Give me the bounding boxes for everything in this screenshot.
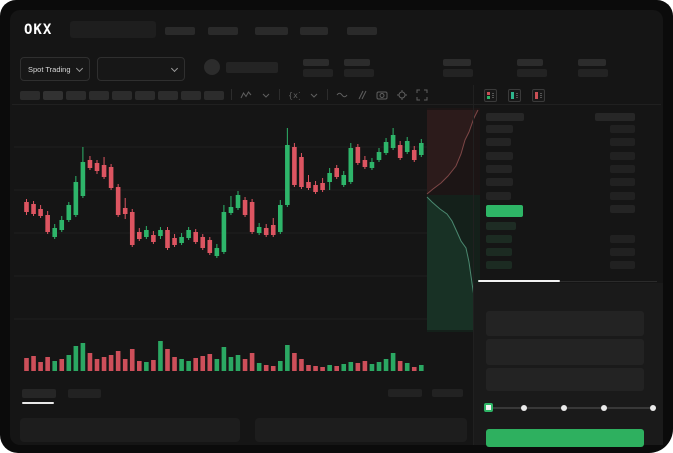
nav-item-placeholder[interactable] <box>347 27 377 35</box>
chart-bottom-tab-active[interactable] <box>22 389 56 398</box>
panel-divider <box>473 85 474 445</box>
timeframe-button[interactable] <box>112 91 132 100</box>
slider-stop[interactable] <box>521 405 527 411</box>
order-book-cell <box>486 113 524 121</box>
line-style-icon[interactable] <box>239 88 252 101</box>
nav-item-placeholder[interactable] <box>165 27 195 35</box>
order-book-cell <box>486 248 512 256</box>
order-book-cell <box>486 152 513 160</box>
order-book-cell <box>610 248 635 256</box>
order-book-cell <box>610 192 635 200</box>
order-book-cell <box>486 192 511 200</box>
bottom-input-panel[interactable] <box>20 418 240 442</box>
book-asks-icon[interactable] <box>532 89 545 102</box>
order-book-cell <box>595 113 635 121</box>
search-input[interactable] <box>70 21 156 38</box>
nav-item-placeholder[interactable] <box>300 27 328 35</box>
chevron-down-icon <box>170 64 179 72</box>
chart-bottom-tab[interactable] <box>68 389 101 398</box>
chevron-down-icon[interactable] <box>307 88 320 101</box>
chart-bottom-action[interactable] <box>432 389 463 397</box>
order-book-cell <box>486 235 512 243</box>
slider-stop[interactable] <box>601 405 607 411</box>
timeframe-button[interactable] <box>181 91 201 100</box>
book-combined-icon[interactable] <box>484 89 497 102</box>
snapshot-camera-icon[interactable] <box>375 88 388 101</box>
slider-stop[interactable] <box>561 405 567 411</box>
tab-track <box>560 281 657 282</box>
order-book-cell <box>486 138 511 146</box>
toolbar-divider <box>12 104 661 105</box>
active-tab-underline <box>22 402 54 404</box>
order-book-cell <box>486 222 516 230</box>
order-book-cell <box>610 165 635 173</box>
order-book-cell <box>486 261 512 269</box>
timeframe-button[interactable] <box>204 91 224 100</box>
order-book-cell <box>486 205 523 217</box>
chevron-down-icon[interactable] <box>259 88 272 101</box>
buy-tab-underline <box>478 280 560 282</box>
amount-slider[interactable] <box>486 407 656 409</box>
fullscreen-icon[interactable] <box>415 88 428 101</box>
order-book-cell <box>610 261 635 269</box>
order-book-cell <box>486 125 513 133</box>
coin-avatar <box>204 59 220 75</box>
order-book-cell <box>610 205 635 213</box>
total-field[interactable] <box>486 368 644 391</box>
order-book-cell <box>610 178 635 186</box>
bottom-input-panel[interactable] <box>255 418 467 442</box>
order-book-cell <box>486 165 512 173</box>
slider-handle[interactable] <box>484 403 493 412</box>
timeframe-button[interactable] <box>89 91 109 100</box>
buy-button[interactable] <box>486 429 644 447</box>
order-book-cell <box>610 152 635 160</box>
indicator-wave-icon[interactable] <box>335 88 348 101</box>
timeframe-button[interactable] <box>20 91 40 100</box>
order-book-cell <box>610 125 635 133</box>
timeframe-button[interactable] <box>158 91 178 100</box>
timeframe-button[interactable] <box>66 91 86 100</box>
book-bids-icon[interactable] <box>508 89 521 102</box>
slider-stop[interactable] <box>650 405 656 411</box>
timeframe-button[interactable] <box>135 91 155 100</box>
price-field[interactable] <box>486 311 644 336</box>
svg-text:{x}: {x} <box>288 91 300 100</box>
market-type-label: Spot Trading <box>28 64 71 74</box>
amount-field[interactable] <box>486 339 644 365</box>
okx-logo: OKX <box>24 22 53 38</box>
chart-bottom-action[interactable] <box>388 389 422 397</box>
timeframe-button[interactable] <box>43 91 63 100</box>
market-type-selector[interactable]: Spot Trading <box>20 57 90 81</box>
chevron-down-icon <box>75 64 84 72</box>
compare-icon[interactable] <box>355 88 368 101</box>
settings-gear-icon[interactable] <box>395 88 408 101</box>
order-book-cell <box>610 235 635 243</box>
pair-name-placeholder <box>226 62 278 73</box>
order-book-cell <box>610 138 635 146</box>
script-icon[interactable]: {x} <box>287 88 300 101</box>
pair-selector[interactable] <box>97 57 185 81</box>
order-book-cell <box>486 178 513 186</box>
chart-toolbar: {x} <box>231 88 428 101</box>
nav-item-placeholder[interactable] <box>255 27 288 35</box>
nav-item-placeholder[interactable] <box>208 27 238 35</box>
